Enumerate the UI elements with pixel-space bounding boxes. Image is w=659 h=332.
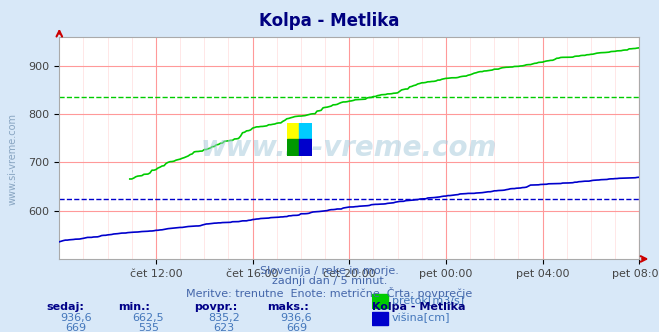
Text: min.:: min.: <box>119 302 150 312</box>
Text: 662,5: 662,5 <box>132 313 164 323</box>
Text: 623: 623 <box>214 323 235 332</box>
Text: 669: 669 <box>65 323 86 332</box>
Text: Kolpa - Metlika: Kolpa - Metlika <box>372 302 466 312</box>
Bar <box>299 139 312 156</box>
Text: 669: 669 <box>286 323 307 332</box>
Text: Meritve: trenutne  Enote: metrične  Črta: povprečje: Meritve: trenutne Enote: metrične Črta: … <box>186 287 473 299</box>
Text: povpr.:: povpr.: <box>194 302 238 312</box>
Text: Slovenija / reke in morje.: Slovenija / reke in morje. <box>260 266 399 276</box>
Text: 535: 535 <box>138 323 159 332</box>
Text: pretok[m3/s]: pretok[m3/s] <box>392 296 464 306</box>
Text: 936,6: 936,6 <box>281 313 312 323</box>
Text: www.si-vreme.com: www.si-vreme.com <box>8 113 18 206</box>
Text: 936,6: 936,6 <box>60 313 92 323</box>
Bar <box>299 123 312 139</box>
Text: Kolpa - Metlika: Kolpa - Metlika <box>259 12 400 30</box>
Text: sedaj:: sedaj: <box>46 302 84 312</box>
Bar <box>372 311 388 325</box>
Bar <box>372 294 388 308</box>
Bar <box>287 123 299 139</box>
Text: zadnji dan / 5 minut.: zadnji dan / 5 minut. <box>272 276 387 286</box>
Text: maks.:: maks.: <box>267 302 308 312</box>
Text: višina[cm]: višina[cm] <box>392 313 451 323</box>
Bar <box>287 139 299 156</box>
Text: www.si-vreme.com: www.si-vreme.com <box>201 134 498 162</box>
Text: 835,2: 835,2 <box>208 313 240 323</box>
